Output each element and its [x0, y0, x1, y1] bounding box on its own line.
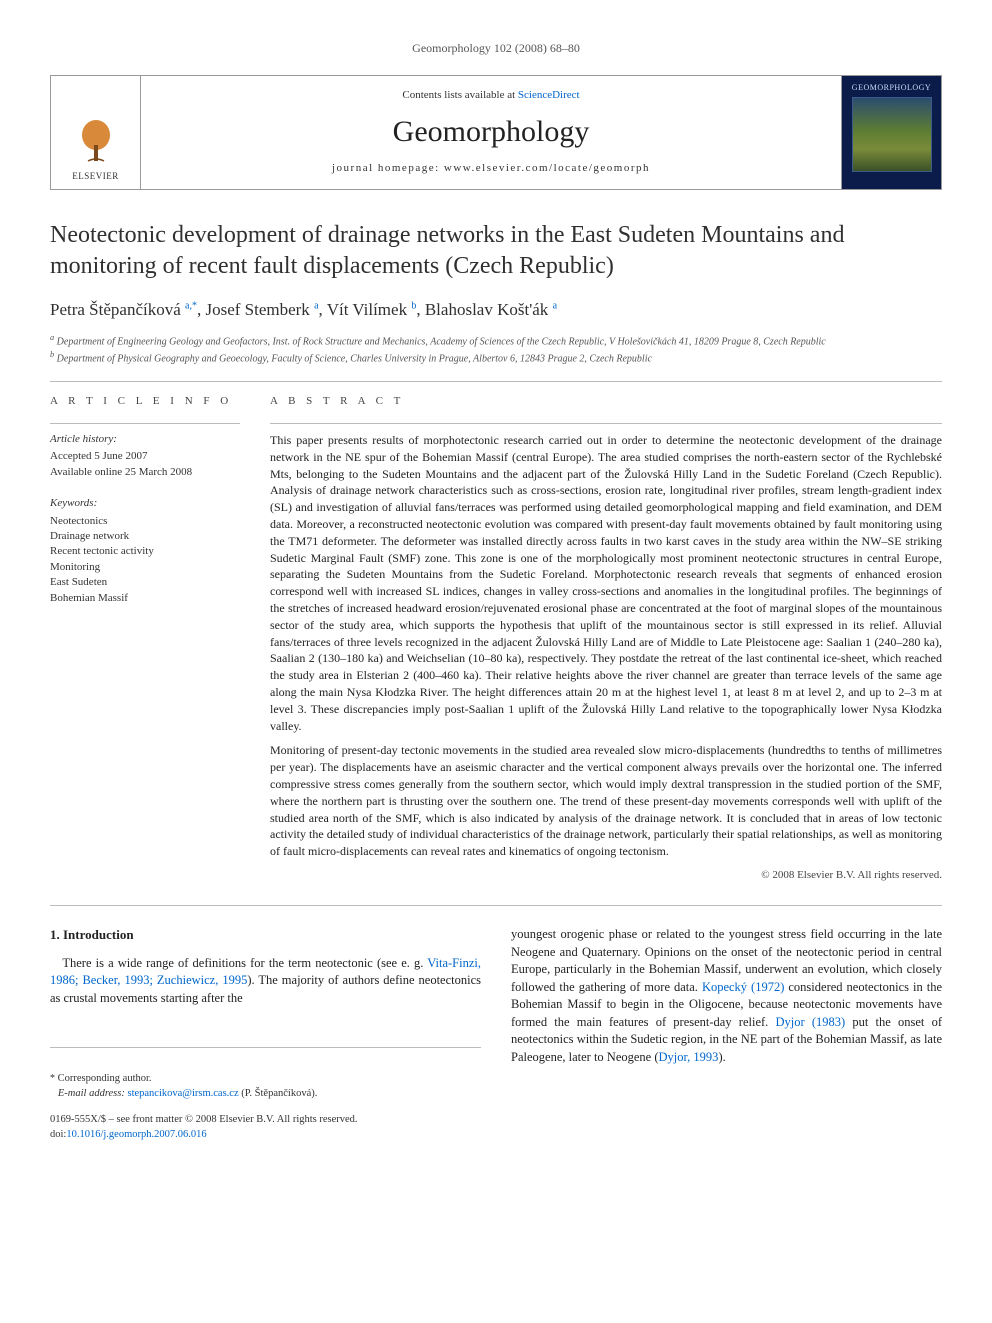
author-name: Josef Stemberk — [205, 300, 309, 319]
contents-prefix: Contents lists available at — [402, 89, 517, 101]
masthead-center: Contents lists available at ScienceDirec… — [141, 76, 841, 189]
author-name: Petra Štěpančíková — [50, 300, 181, 319]
body-two-column: 1. Introduction There is a wide range of… — [50, 926, 942, 1142]
affil-label: a — [50, 333, 54, 342]
affil-mark-link[interactable]: a — [553, 301, 557, 312]
keywords-heading: Keywords: — [50, 496, 240, 511]
section-rule — [50, 381, 942, 382]
section-heading: 1. Introduction — [50, 926, 481, 944]
cover-label: GEOMORPHOLOGY — [852, 82, 931, 93]
abstract-copyright: © 2008 Elsevier B.V. All rights reserved… — [270, 868, 942, 883]
section-title: Introduction — [63, 927, 134, 942]
info-rule — [50, 423, 240, 424]
body-paragraph: There is a wide range of definitions for… — [50, 955, 481, 1008]
article-info-heading: A R T I C L E I N F O — [50, 394, 240, 409]
email-label: E-mail address: — [58, 1088, 125, 1099]
journal-masthead: ELSEVIER Contents lists available at Sci… — [50, 75, 942, 190]
keyword: Bohemian Massif — [50, 591, 240, 606]
info-abstract-row: A R T I C L E I N F O Article history: A… — [50, 394, 942, 884]
affil-mark-link[interactable]: a,* — [185, 301, 197, 312]
abstract-paragraph: This paper presents results of morphotec… — [270, 432, 942, 734]
affiliation-line: a Department of Engineering Geology and … — [50, 332, 942, 349]
footer-meta: 0169-555X/$ – see front matter © 2008 El… — [50, 1113, 481, 1142]
citation-link[interactable]: Kopecký (1972) — [702, 980, 784, 994]
affiliation-text: Department of Physical Geography and Geo… — [57, 354, 652, 365]
left-column: 1. Introduction There is a wide range of… — [50, 926, 481, 1142]
section-rule — [50, 905, 942, 906]
author-name: Vít Vilímek — [327, 300, 407, 319]
email-line: E-mail address: stepancikova@irsm.cas.cz… — [50, 1087, 481, 1102]
citation-link[interactable]: Dyjor (1983) — [775, 1015, 845, 1029]
body-text: ). — [718, 1050, 725, 1064]
journal-cover-thumb: GEOMORPHOLOGY — [841, 76, 941, 189]
keyword: Drainage network — [50, 529, 240, 544]
sciencedirect-link[interactable]: ScienceDirect — [518, 89, 580, 101]
elsevier-logo: ELSEVIER — [51, 76, 141, 189]
footnote-rule — [50, 1047, 481, 1048]
affil-label: b — [50, 350, 54, 359]
elsevier-tree-icon — [76, 117, 116, 167]
journal-homepage: journal homepage: www.elsevier.com/locat… — [332, 161, 650, 176]
cover-image — [852, 97, 932, 172]
corresponding-label: Corresponding author. — [58, 1073, 152, 1084]
keyword: East Sudeten — [50, 575, 240, 590]
keyword: Monitoring — [50, 560, 240, 575]
keyword: Neotectonics — [50, 514, 240, 529]
article-info-column: A R T I C L E I N F O Article history: A… — [50, 394, 240, 884]
body-paragraph: youngest orogenic phase or related to th… — [511, 926, 942, 1066]
accepted-date: Accepted 5 June 2007 — [50, 449, 240, 464]
abstract-heading: A B S T R A C T — [270, 394, 942, 409]
affil-mark-link[interactable]: a — [314, 301, 318, 312]
online-date: Available online 25 March 2008 — [50, 465, 240, 480]
issn-line: 0169-555X/$ – see front matter © 2008 El… — [50, 1113, 481, 1128]
journal-reference: Geomorphology 102 (2008) 68–80 — [50, 40, 942, 57]
citation-link[interactable]: Dyjor, 1993 — [659, 1050, 719, 1064]
doi-label: doi: — [50, 1129, 66, 1140]
abstract-paragraph: Monitoring of present-day tectonic movem… — [270, 742, 942, 860]
info-rule — [270, 423, 942, 424]
journal-name: Geomorphology — [393, 111, 590, 153]
footnotes: * Corresponding author. E-mail address: … — [50, 1072, 481, 1101]
author-name: Blahoslav Košt'ák — [425, 300, 548, 319]
affiliations-block: a Department of Engineering Geology and … — [50, 332, 942, 367]
affil-mark-link[interactable]: b — [411, 301, 416, 312]
abstract-column: A B S T R A C T This paper presents resu… — [270, 394, 942, 884]
author-list: Petra Štěpančíková a,*, Josef Stemberk a… — [50, 298, 942, 322]
email-link[interactable]: stepancikova@irsm.cas.cz — [127, 1088, 238, 1099]
doi-line: doi:10.1016/j.geomorph.2007.06.016 — [50, 1128, 481, 1143]
affiliation-text: Department of Engineering Geology and Ge… — [57, 336, 826, 347]
body-text: There is a wide range of definitions for… — [62, 956, 427, 970]
affiliation-line: b Department of Physical Geography and G… — [50, 349, 942, 366]
elsevier-name: ELSEVIER — [72, 170, 119, 183]
corresponding-author-note: * Corresponding author. — [50, 1072, 481, 1087]
article-title: Neotectonic development of drainage netw… — [50, 220, 942, 282]
right-column: youngest orogenic phase or related to th… — [511, 926, 942, 1142]
star-icon: * — [50, 1073, 55, 1084]
keyword: Recent tectonic activity — [50, 544, 240, 559]
email-owner: (P. Štěpančíková). — [241, 1088, 317, 1099]
contents-available-line: Contents lists available at ScienceDirec… — [402, 88, 579, 103]
history-heading: Article history: — [50, 432, 240, 447]
section-number: 1. — [50, 927, 60, 942]
doi-link[interactable]: 10.1016/j.geomorph.2007.06.016 — [66, 1129, 206, 1140]
